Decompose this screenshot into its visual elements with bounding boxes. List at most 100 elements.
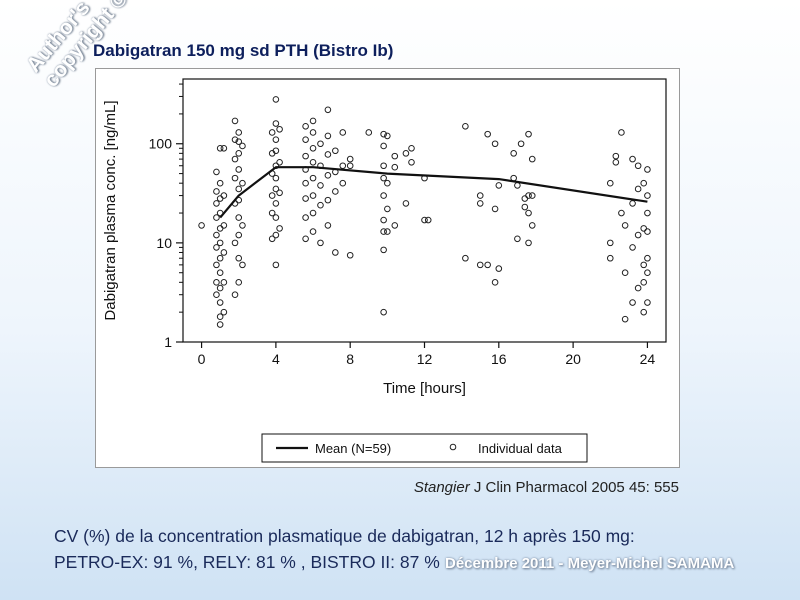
data-point (324, 172, 332, 179)
data-point (216, 269, 224, 277)
data-point (476, 261, 484, 269)
legend-circle-swatch (449, 443, 457, 451)
data-point (216, 225, 224, 232)
chart-svg: 0 4 8 12 16 20 24 1 10 100 Time [hours] Dabigatran … (102, 78, 667, 463)
legend-box (261, 433, 588, 463)
data-point (272, 185, 280, 193)
data-point (332, 249, 339, 256)
data-point (629, 200, 636, 207)
data-point (640, 225, 648, 232)
data-point (384, 179, 391, 187)
citation-author: Stangier (413, 479, 470, 496)
data-point (272, 147, 280, 155)
data-point (213, 168, 220, 176)
data-point (239, 142, 246, 150)
legend-label-individual: Individual data (478, 441, 563, 456)
data-point (495, 182, 503, 189)
data-point (302, 195, 309, 202)
data-point (640, 279, 648, 286)
data-point (220, 222, 228, 229)
data-point (239, 261, 246, 269)
x-tick-label: 16 (491, 351, 507, 367)
data-point (216, 299, 224, 306)
data-point (621, 269, 629, 277)
data-point (268, 235, 276, 243)
data-point (216, 179, 224, 187)
data-point (521, 195, 529, 202)
data-point (302, 179, 309, 187)
data-point (324, 222, 332, 229)
data-point (309, 117, 317, 125)
chart-figure: 0 4 8 12 16 20 24 1 10 100 Time [hours] Dabigatran … (95, 68, 680, 468)
data-point (380, 162, 387, 170)
data-point (235, 138, 243, 145)
data-point (644, 254, 651, 262)
data-point (517, 140, 525, 148)
data-point (640, 179, 648, 187)
data-point (384, 228, 391, 235)
data-point (309, 144, 317, 152)
data-point (644, 166, 651, 173)
data-point (462, 254, 469, 262)
data-point (213, 188, 220, 195)
data-point (618, 129, 625, 136)
data-point (384, 205, 391, 213)
data-point (216, 239, 224, 247)
y-tick-label: 100 (149, 136, 173, 152)
data-point (629, 155, 636, 163)
data-point (332, 188, 339, 195)
data-point (216, 313, 224, 320)
data-point (391, 222, 399, 229)
plot-frame (182, 78, 667, 343)
y-tick-label: 10 (156, 235, 172, 251)
data-point (216, 144, 224, 152)
data-point (235, 254, 243, 262)
data-point (213, 261, 220, 269)
data-point (640, 261, 648, 269)
data-point (402, 200, 410, 207)
data-point (618, 209, 625, 217)
x-axis-label: Time [hours] (383, 380, 466, 397)
data-point (495, 265, 503, 272)
data-point (276, 158, 283, 166)
data-point (302, 136, 309, 143)
data-point (606, 239, 614, 247)
data-point (380, 142, 387, 150)
data-point (309, 174, 317, 182)
data-point (272, 231, 280, 239)
y-axis-label: Dabigatran plasma conc. [ng/mL] (102, 100, 119, 320)
data-point (408, 158, 415, 166)
data-point (235, 279, 243, 286)
data-point (272, 174, 280, 182)
cv-text-line-2: PETRO-EX: 91 %, RELY: 81 % , BISTRO II: … (54, 552, 440, 572)
data-point (380, 228, 387, 235)
data-point (391, 163, 399, 171)
x-tick-label: 12 (417, 351, 433, 367)
data-point (514, 182, 521, 189)
data-point (231, 291, 239, 299)
data-point (462, 122, 469, 130)
data-point (317, 140, 324, 148)
data-point (644, 299, 651, 306)
data-point (309, 158, 317, 166)
data-point (272, 261, 280, 269)
data-point (324, 151, 332, 158)
data-point (302, 152, 309, 160)
data-point (644, 269, 651, 277)
data-point (276, 189, 283, 197)
data-point (235, 129, 243, 136)
data-point (324, 196, 332, 204)
data-point (309, 129, 317, 136)
data-point (491, 205, 499, 213)
y-tick-label: 1 (164, 334, 172, 350)
data-point (424, 216, 432, 224)
data-point (612, 158, 620, 166)
data-point (346, 155, 354, 163)
data-point (528, 222, 536, 229)
data-point (612, 152, 620, 160)
data-point (525, 239, 532, 247)
data-point (268, 209, 276, 217)
data-point (272, 96, 280, 103)
data-point (216, 321, 224, 328)
data-point (302, 122, 309, 130)
